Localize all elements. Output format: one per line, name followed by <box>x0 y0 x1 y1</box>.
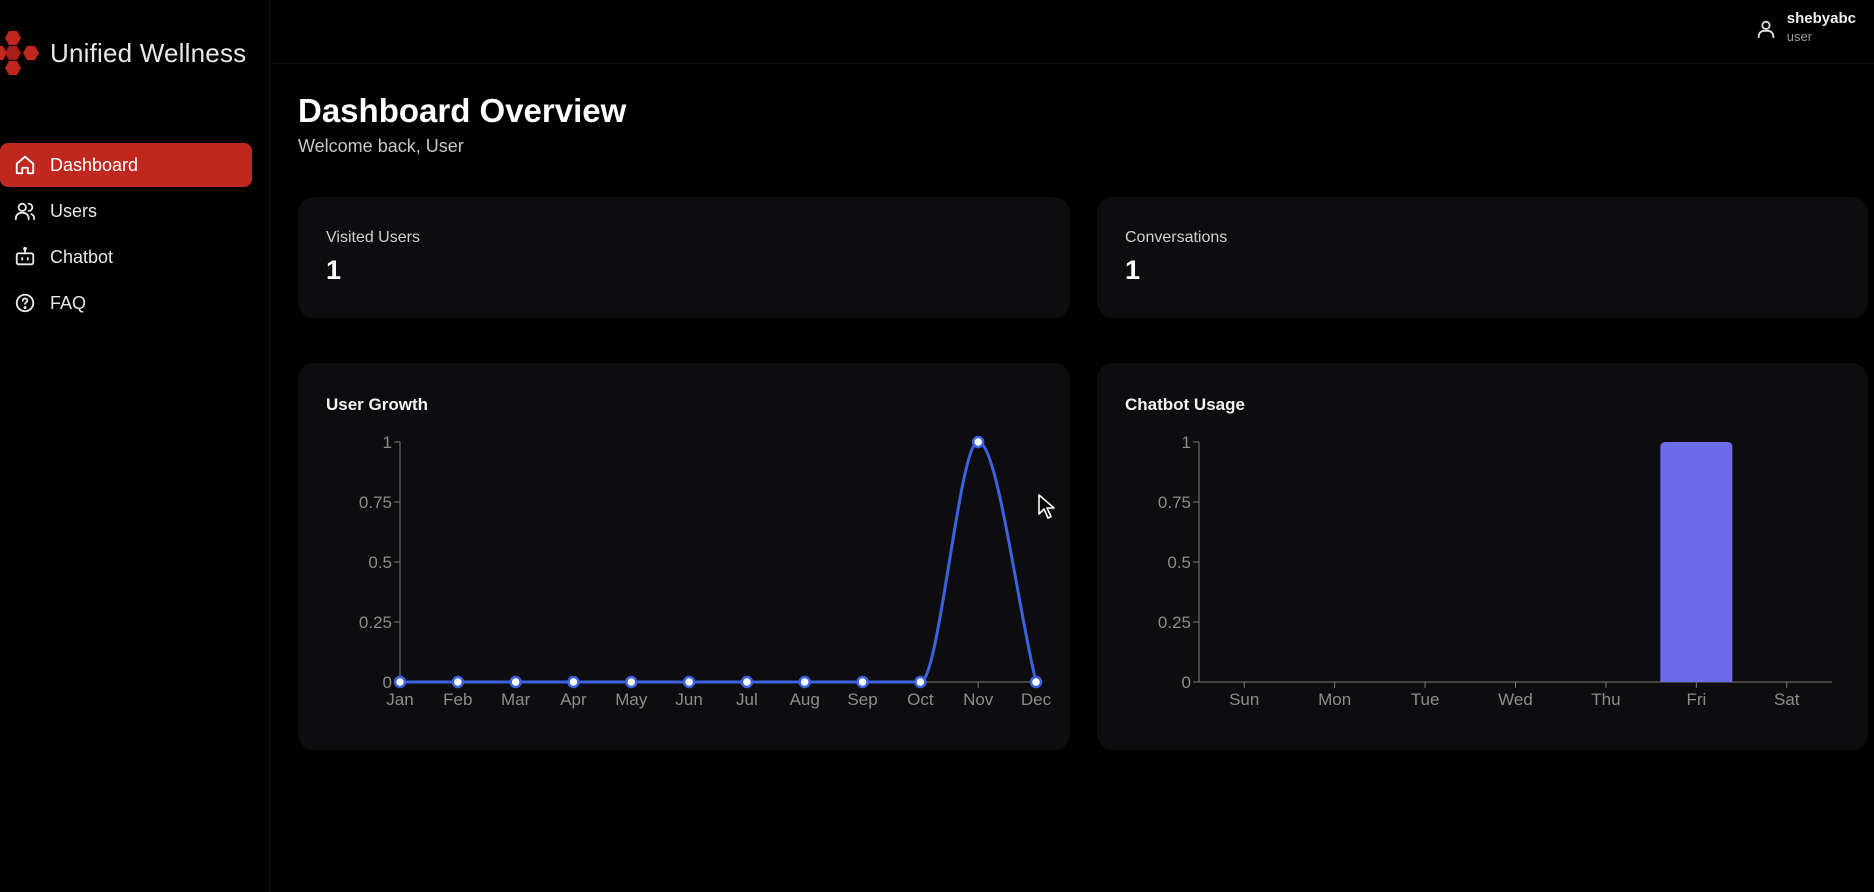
x-tick-label: Oct <box>907 690 934 709</box>
stat-value: 1 <box>326 255 342 285</box>
user-info: shebyabc user <box>1787 10 1856 44</box>
sidebar-item-label: Chatbot <box>50 246 114 267</box>
user-menu[interactable]: shebyabc user <box>1755 10 1856 44</box>
data-point <box>509 675 522 689</box>
data-point <box>914 675 927 689</box>
page-title: Dashboard Overview <box>298 92 627 129</box>
x-tick-label: May <box>615 690 648 709</box>
x-tick-label: Jul <box>736 690 758 709</box>
x-tick-label: Feb <box>443 690 472 709</box>
stat-card-visited-users: Visited Users 1 <box>298 197 1070 318</box>
x-tick-label: Fri <box>1686 690 1706 709</box>
data-point <box>625 675 638 689</box>
chart-card-user-growth: User Growth 0 0.25 0.5 0.75 1 Jan Feb Mar Apr May… <box>298 363 1070 750</box>
chart-title: Chatbot Usage <box>1125 395 1245 414</box>
user-name: shebyabc <box>1786 10 1856 27</box>
series-line <box>399 440 1038 684</box>
x-tick-label: Apr <box>560 690 587 709</box>
sidebar-nav: Dashboard Users <box>0 143 252 327</box>
x-tick-label: Sep <box>847 690 877 709</box>
x-tick-label: Jan <box>386 690 413 709</box>
x-tick-label: Jun <box>675 690 702 709</box>
x-tick-label: Sun <box>1229 690 1259 709</box>
hexagon-logo-icon <box>0 31 39 75</box>
x-tick-label: Sat <box>1774 690 1800 709</box>
main-content: Dashboard Overview Welcome back, User <box>298 90 1868 157</box>
sidebar-item-chatbot[interactable]: Chatbot <box>0 235 252 279</box>
y-tick-label: 0.5 <box>368 553 392 572</box>
sidebar: Unified Wellness Dashboard <box>0 0 270 892</box>
home-icon <box>14 154 36 176</box>
data-point <box>1029 675 1043 689</box>
sidebar-item-faq[interactable]: FAQ <box>0 281 252 325</box>
x-tick-label: Aug <box>790 690 820 709</box>
stat-label: Conversations <box>1125 229 1228 246</box>
stat-card-conversations: Conversations 1 <box>1097 197 1868 318</box>
chatbot-usage-bar-chart: 0 0.25 0.5 0.75 1 Sun Mon Tue Wed Thu Fri Sat <box>1158 433 1832 709</box>
data-point <box>971 435 985 449</box>
data-point <box>451 675 465 689</box>
top-bar: shebyabc user <box>270 0 1874 64</box>
y-tick-label: 0 <box>1182 673 1191 692</box>
x-tick-label: Thu <box>1591 690 1620 709</box>
y-tick-label: 0.25 <box>1158 613 1191 632</box>
help-circle-icon <box>14 292 36 314</box>
user-role: user <box>1786 29 1813 44</box>
sidebar-item-label: FAQ <box>50 292 87 313</box>
sidebar-item-label: Users <box>50 200 98 221</box>
stat-label: Visited Users <box>326 229 420 246</box>
y-tick-label: 0.75 <box>359 493 392 512</box>
brand-name: Unified Wellness <box>50 37 247 68</box>
x-tick-label: Mon <box>1318 690 1351 709</box>
sidebar-item-users[interactable]: Users <box>0 189 252 233</box>
mouse-cursor-icon <box>1038 494 1055 519</box>
data-point <box>682 675 696 689</box>
x-tick-label: Wed <box>1498 690 1533 709</box>
data-point <box>567 675 580 689</box>
data-point <box>856 675 869 689</box>
stat-value: 1 <box>1125 255 1141 285</box>
chart-title: User Growth <box>326 395 429 414</box>
users-icon <box>14 200 36 222</box>
page-subtitle: Welcome back, User <box>298 136 464 156</box>
y-tick-label: 1 <box>383 433 392 452</box>
brand[interactable]: Unified Wellness <box>0 30 246 76</box>
bot-icon <box>14 246 36 268</box>
y-tick-label: 0.75 <box>1158 493 1191 512</box>
y-tick-label: 0.5 <box>1167 553 1191 572</box>
sidebar-item-label: Dashboard <box>50 154 139 175</box>
y-tick-label: 0 <box>383 673 392 692</box>
chart-card-chatbot-usage: Chatbot Usage 0 0.25 0.5 0.75 1 Sun Mon Tue Wed T… <box>1097 363 1868 750</box>
x-tick-label: Mar <box>501 690 531 709</box>
y-tick-label: 0.25 <box>359 613 392 632</box>
x-tick-label: Nov <box>963 690 994 709</box>
data-point <box>393 675 407 689</box>
data-point <box>798 675 811 689</box>
bar-fri <box>1660 442 1733 682</box>
x-tick-label: Dec <box>1021 690 1052 709</box>
y-tick-label: 1 <box>1182 433 1191 452</box>
user-growth-line-chart: 0 0.25 0.5 0.75 1 Jan Feb Mar Apr May Jun Jul Aug Sep… <box>359 433 1052 709</box>
user-icon <box>1757 20 1775 39</box>
x-tick-label: Tue <box>1411 690 1440 709</box>
data-point <box>740 675 754 689</box>
sidebar-item-dashboard[interactable]: Dashboard <box>0 143 252 187</box>
